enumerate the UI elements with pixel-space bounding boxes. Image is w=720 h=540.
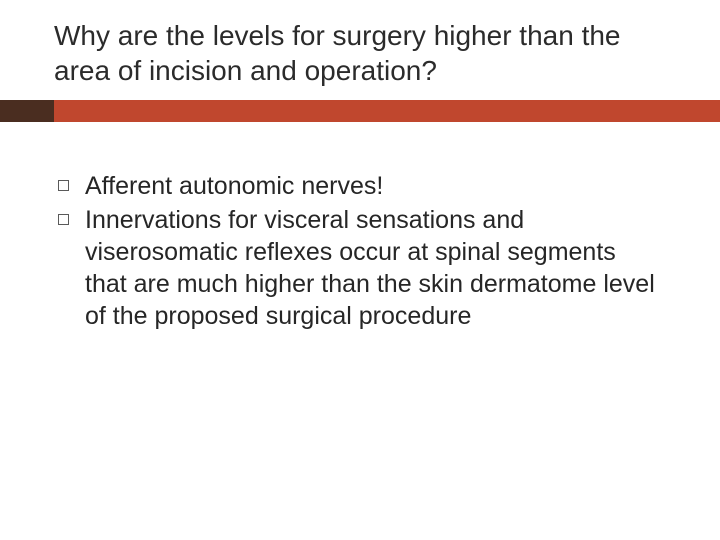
list-item: Afferent autonomic nerves! xyxy=(58,170,662,202)
title-block: Why are the levels for surgery higher th… xyxy=(0,0,720,100)
bullet-list: Afferent autonomic nerves! Innervations … xyxy=(58,170,662,332)
slide-title: Why are the levels for surgery higher th… xyxy=(54,18,680,88)
bullet-text: Afferent autonomic nerves! xyxy=(85,170,383,202)
list-item: Innervations for visceral sensations and… xyxy=(58,204,662,332)
content-area: Afferent autonomic nerves! Innervations … xyxy=(0,122,720,332)
accent-bar-right xyxy=(54,100,720,122)
slide: Why are the levels for surgery higher th… xyxy=(0,0,720,540)
square-bullet-icon xyxy=(58,214,69,225)
bullet-text: Innervations for visceral sensations and… xyxy=(85,204,662,332)
accent-bar xyxy=(0,100,720,122)
accent-bar-left xyxy=(0,100,54,122)
square-bullet-icon xyxy=(58,180,69,191)
